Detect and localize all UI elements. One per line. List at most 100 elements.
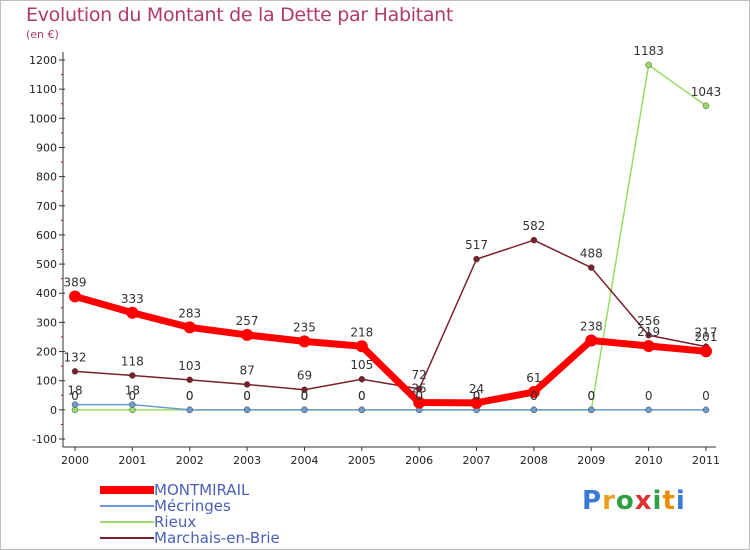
data-label: 1043: [691, 85, 722, 99]
series-point-3: [129, 372, 136, 379]
series-point-3: [243, 381, 251, 388]
series-point-3: [358, 375, 366, 383]
data-label: 0: [129, 389, 137, 403]
data-label: 217: [695, 326, 718, 340]
y-tick-label: 300: [36, 316, 57, 329]
series-line-1: [75, 403, 706, 411]
data-label: 256: [637, 314, 660, 328]
y-tick-label: 400: [36, 287, 57, 300]
data-label: 0: [186, 389, 194, 403]
series-point-1: [588, 406, 595, 414]
x-tick-label: 2004: [290, 454, 318, 467]
x-tick-label: 2001: [118, 454, 146, 467]
legend-swatch: [100, 505, 154, 507]
data-label: 257: [236, 314, 259, 328]
data-label: 25: [412, 382, 427, 396]
y-tick-label: 1200: [29, 54, 57, 67]
series-line-2: [75, 64, 707, 411]
series-layer: [69, 61, 712, 414]
legend-swatch: [100, 537, 154, 539]
y-tick-label: 1100: [29, 83, 57, 96]
data-label: 0: [358, 389, 366, 403]
series-point-3: [301, 386, 308, 393]
data-label: 0: [702, 389, 710, 403]
data-label: 0: [415, 389, 423, 403]
data-label: 517: [465, 238, 488, 252]
y-tick-label: 100: [36, 375, 57, 388]
y-tick-label: -100: [32, 433, 57, 446]
x-tick-label: 2002: [176, 454, 204, 467]
data-label: 0: [186, 389, 194, 403]
data-label: 0: [473, 389, 481, 403]
legend-label: MONTMIRAIL: [154, 481, 250, 499]
unit-label: (en €): [26, 28, 59, 41]
data-label: 389: [64, 275, 87, 289]
legend-label: Marchais-en-Brie: [154, 529, 280, 547]
data-label: 238: [580, 319, 603, 333]
series-point-0: [585, 334, 598, 347]
series-point-3: [645, 331, 652, 339]
series-point-0: [126, 306, 139, 319]
series-point-1: [71, 401, 79, 408]
data-label: 0: [415, 389, 423, 403]
y-tick-label: 800: [36, 171, 57, 184]
data-label: 118: [121, 354, 144, 368]
x-tick-label: 2009: [577, 454, 605, 467]
series-point-2: [702, 102, 710, 110]
data-label: 105: [350, 358, 373, 372]
data-label: 0: [473, 389, 481, 403]
x-tick-label: 2011: [692, 454, 720, 467]
legend-label: Rieux: [154, 513, 197, 531]
x-tick-label: 2005: [348, 454, 376, 467]
series-point-1: [301, 406, 308, 414]
legend-swatch: [100, 521, 154, 523]
data-label: 69: [297, 369, 312, 383]
y-tick-label: 500: [36, 258, 57, 271]
y-tick-label: 1000: [29, 112, 57, 125]
y-tick-label: 900: [36, 141, 57, 154]
series-point-0: [413, 396, 426, 409]
axes: -100010020030040050060070080090010001100…: [29, 52, 720, 467]
data-label: 132: [64, 350, 87, 364]
series-point-0: [470, 396, 483, 409]
series-point-0: [355, 340, 368, 353]
series-point-0: [183, 321, 196, 334]
data-label: 0: [71, 389, 79, 403]
data-label: 87: [239, 363, 254, 377]
series-point-0: [69, 290, 81, 303]
y-tick-label: 0: [50, 404, 57, 417]
series-point-1: [186, 406, 193, 414]
series-point-1: [702, 406, 710, 414]
series-point-1: [645, 406, 652, 414]
data-label: 0: [645, 389, 653, 403]
series-point-0: [642, 339, 655, 352]
data-label: 333: [121, 292, 144, 306]
data-label: 235: [293, 320, 316, 334]
series-point-0: [298, 335, 311, 348]
series-point-3: [71, 368, 79, 375]
x-tick-label: 2006: [405, 454, 433, 467]
data-label: 0: [243, 389, 251, 403]
data-label: 72: [412, 368, 427, 382]
data-label: 283: [178, 306, 201, 320]
data-label: 218: [350, 325, 373, 339]
data-label: 0: [530, 389, 538, 403]
series-point-3: [186, 376, 193, 384]
series-point-1: [530, 406, 538, 414]
data-label: 1183: [633, 44, 664, 58]
data-label: 219: [637, 325, 660, 339]
proxiti-logo: Proxiti: [582, 486, 686, 516]
series-point-1: [358, 406, 366, 414]
data-label: 0: [301, 389, 309, 403]
data-label: 61: [526, 371, 541, 385]
series-point-2: [645, 61, 652, 69]
series-point-3: [415, 385, 423, 393]
data-label: 0: [530, 389, 538, 403]
series-point-0: [527, 386, 540, 399]
x-tick-label: 2000: [61, 454, 89, 467]
series-point-0: [241, 328, 254, 341]
x-tick-label: 2007: [463, 454, 491, 467]
